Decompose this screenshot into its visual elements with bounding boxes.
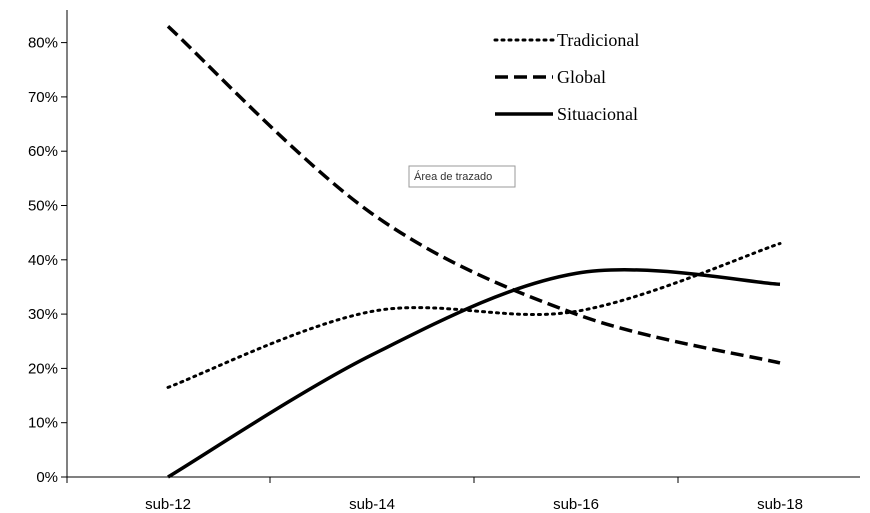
tooltip-text: Área de trazado (414, 170, 492, 183)
tooltip-box (408, 165, 516, 188)
x-tick-label: sub-14 (349, 496, 395, 513)
plot-area-tooltip: Área de trazado (408, 165, 516, 188)
legend: Tradicional Global Situacional (493, 30, 639, 124)
y-tick-label: 50% (28, 198, 58, 215)
legend-label-tradicional: Tradicional (557, 30, 639, 50)
y-tick-label: 20% (28, 360, 58, 377)
axes (66, 10, 860, 478)
y-tick-label: 0% (36, 469, 58, 486)
x-tick-label: sub-18 (757, 496, 803, 513)
legend-label-situacional: Situacional (557, 104, 638, 124)
series-line-global (166, 25, 781, 365)
y-tick-label: 70% (28, 89, 58, 106)
y-tick-label: 60% (28, 143, 58, 160)
series-layer (166, 25, 782, 479)
series-line-tradicional (166, 242, 782, 389)
y-tick-label: 40% (28, 252, 58, 269)
y-tick-label: 30% (28, 306, 58, 323)
y-axis-ticks: 0% 10% 20% 30% 40% 50% 60% 70% 80% (28, 35, 67, 486)
y-tick-label: 80% (28, 35, 58, 52)
x-tick-label: sub-12 (145, 496, 191, 513)
legend-label-global: Global (557, 67, 606, 87)
series-line-situacional (167, 268, 781, 479)
x-axis-ticks: sub-12 sub-14 sub-16 sub-18 (66, 477, 803, 513)
x-tick-label: sub-16 (553, 496, 599, 513)
y-tick-label: 10% (28, 415, 58, 432)
